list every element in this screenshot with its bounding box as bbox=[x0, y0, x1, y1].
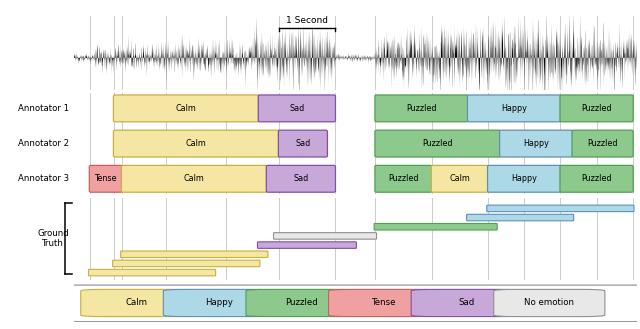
FancyBboxPatch shape bbox=[375, 130, 500, 157]
FancyBboxPatch shape bbox=[113, 130, 279, 157]
FancyBboxPatch shape bbox=[266, 165, 335, 192]
FancyBboxPatch shape bbox=[257, 242, 356, 248]
FancyBboxPatch shape bbox=[259, 95, 335, 122]
FancyBboxPatch shape bbox=[411, 290, 522, 316]
Text: Calm: Calm bbox=[449, 174, 470, 183]
Text: Sad: Sad bbox=[289, 104, 305, 113]
Text: Tense: Tense bbox=[95, 174, 117, 183]
Text: Ground
Truth: Ground Truth bbox=[37, 229, 68, 248]
FancyBboxPatch shape bbox=[278, 130, 328, 157]
FancyBboxPatch shape bbox=[113, 95, 259, 122]
Text: Sad: Sad bbox=[293, 174, 308, 183]
FancyBboxPatch shape bbox=[500, 130, 573, 157]
FancyBboxPatch shape bbox=[467, 95, 561, 122]
FancyBboxPatch shape bbox=[493, 290, 605, 316]
Text: Annotator 1: Annotator 1 bbox=[18, 104, 68, 113]
Text: Sad: Sad bbox=[459, 298, 475, 308]
Text: Puzzled: Puzzled bbox=[422, 139, 453, 148]
Text: Puzzled: Puzzled bbox=[581, 174, 612, 183]
FancyBboxPatch shape bbox=[273, 233, 376, 239]
FancyBboxPatch shape bbox=[374, 223, 497, 230]
Text: Puzzled: Puzzled bbox=[285, 298, 318, 308]
Text: Sad: Sad bbox=[295, 139, 310, 148]
Text: Happy: Happy bbox=[524, 139, 549, 148]
Text: Puzzled: Puzzled bbox=[588, 139, 618, 148]
FancyBboxPatch shape bbox=[113, 260, 260, 267]
Text: Calm: Calm bbox=[186, 139, 207, 148]
Text: Calm: Calm bbox=[184, 174, 205, 183]
FancyBboxPatch shape bbox=[467, 214, 573, 221]
Text: Happy: Happy bbox=[501, 104, 527, 113]
Text: Puzzled: Puzzled bbox=[388, 174, 419, 183]
FancyBboxPatch shape bbox=[90, 165, 122, 192]
Text: Puzzled: Puzzled bbox=[406, 104, 437, 113]
FancyBboxPatch shape bbox=[81, 290, 192, 316]
Text: Happy: Happy bbox=[205, 298, 233, 308]
Text: Annotator 2: Annotator 2 bbox=[18, 139, 68, 148]
FancyBboxPatch shape bbox=[163, 290, 275, 316]
Text: 1 Second: 1 Second bbox=[286, 16, 328, 25]
Text: No emotion: No emotion bbox=[524, 298, 574, 308]
Text: Tense: Tense bbox=[372, 298, 396, 308]
FancyBboxPatch shape bbox=[246, 290, 357, 316]
Text: Calm: Calm bbox=[176, 104, 196, 113]
Text: Happy: Happy bbox=[511, 174, 537, 183]
FancyBboxPatch shape bbox=[121, 251, 268, 258]
FancyBboxPatch shape bbox=[560, 95, 633, 122]
FancyBboxPatch shape bbox=[572, 130, 633, 157]
FancyBboxPatch shape bbox=[68, 285, 640, 322]
Text: Calm: Calm bbox=[125, 298, 147, 308]
Text: Annotator 3: Annotator 3 bbox=[18, 174, 68, 183]
FancyBboxPatch shape bbox=[328, 290, 440, 316]
Text: Puzzled: Puzzled bbox=[581, 104, 612, 113]
FancyBboxPatch shape bbox=[122, 165, 267, 192]
FancyBboxPatch shape bbox=[375, 165, 432, 192]
FancyBboxPatch shape bbox=[375, 95, 468, 122]
FancyBboxPatch shape bbox=[560, 165, 633, 192]
FancyBboxPatch shape bbox=[487, 205, 634, 212]
FancyBboxPatch shape bbox=[88, 269, 216, 276]
FancyBboxPatch shape bbox=[488, 165, 561, 192]
FancyBboxPatch shape bbox=[431, 165, 488, 192]
